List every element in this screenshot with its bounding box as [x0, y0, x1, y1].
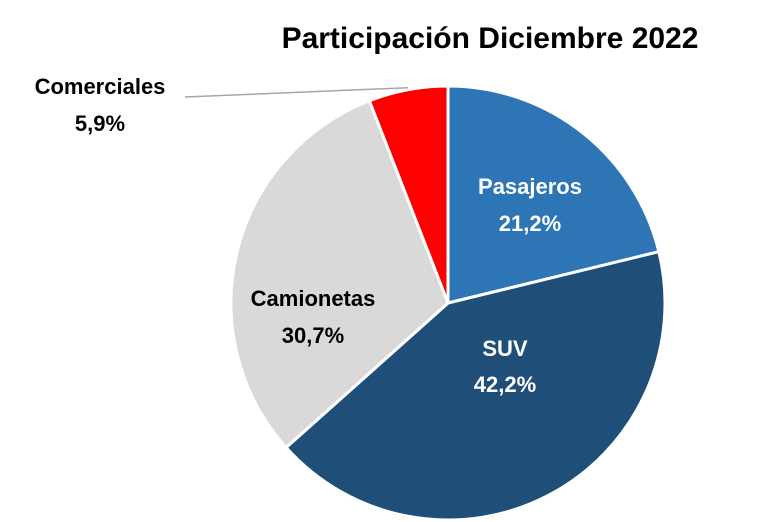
slice-label: Pasajeros [478, 174, 582, 199]
leader-line [184, 86, 409, 98]
pie-slice [284, 249, 667, 522]
slice-value-label: 21,2% [499, 211, 561, 236]
slice-value-label: 5,9% [75, 111, 125, 136]
slice-label: SUV [482, 336, 528, 361]
pie-slice [367, 84, 450, 304]
slice-label: Comerciales [35, 74, 166, 99]
slice-label: Camionetas [251, 286, 376, 311]
pie-slice [446, 84, 661, 305]
slice-value-label: 42,2% [474, 372, 536, 397]
chart-title: Participación Diciembre 2022 [282, 22, 699, 55]
slice-value-label: 30,7% [282, 323, 344, 348]
pie-slice [229, 98, 450, 450]
